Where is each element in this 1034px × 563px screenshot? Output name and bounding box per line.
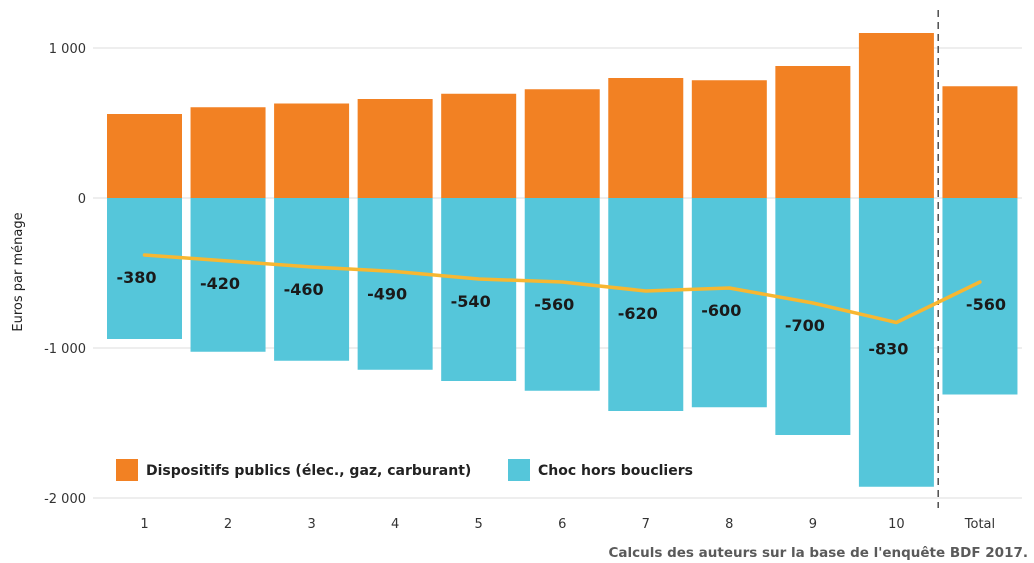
bar-dispositifs-5 <box>441 93 517 198</box>
bar-choc-4 <box>357 198 433 370</box>
y-tick-label: 0 <box>78 192 86 207</box>
bar-choc-Total <box>942 198 1018 395</box>
x-tick-label: 3 <box>307 517 315 532</box>
bar-choc-1 <box>107 198 182 339</box>
bar-choc-9 <box>775 198 851 435</box>
bar-dispositifs-6 <box>524 89 600 198</box>
x-tick-labels: 1 2 3 4 5 6 7 8 9 10 Total <box>140 517 995 532</box>
x-tick-label: 10 <box>888 517 905 532</box>
bar-dispositifs-4 <box>357 99 433 198</box>
data-label-1: -380 <box>116 268 156 287</box>
bar-dispositifs-Total <box>942 86 1018 198</box>
y-axis-label: Euros par ménage <box>11 212 26 331</box>
bar-choc-10 <box>858 198 934 487</box>
bar-choc-7 <box>608 198 684 411</box>
legend: Dispositifs publics (élec., gaz, carbura… <box>116 459 693 481</box>
bar-choc-5 <box>441 198 517 381</box>
legend-swatch-dispositifs <box>116 459 138 481</box>
y-tick-label: -1 000 <box>44 342 86 357</box>
legend-swatch-choc <box>508 459 530 481</box>
negative-bars <box>107 198 1018 487</box>
bar-dispositifs-3 <box>274 103 350 198</box>
data-label-9: -700 <box>785 316 825 335</box>
x-tick-label: 7 <box>642 517 650 532</box>
bar-choc-8 <box>691 198 767 408</box>
y-tick-labels: -2 000 -1 000 0 1 000 <box>44 42 86 507</box>
bar-choc-3 <box>274 198 350 361</box>
legend-label-dispositifs: Dispositifs publics (élec., gaz, carbura… <box>146 463 471 479</box>
data-label-6: -560 <box>534 295 574 314</box>
y-tick-label: -2 000 <box>44 492 86 507</box>
x-tick-label: 2 <box>224 517 232 532</box>
legend-label-choc: Choc hors boucliers <box>538 463 693 479</box>
data-label-5: -540 <box>451 292 491 311</box>
positive-bars <box>107 33 1018 198</box>
x-tick-label: 6 <box>558 517 566 532</box>
data-label-8: -600 <box>701 301 741 320</box>
net-series-line <box>142 253 982 325</box>
x-tick-label: 5 <box>475 517 483 532</box>
x-tick-label: 1 <box>140 517 148 532</box>
source-note: Calculs des auteurs sur la base de l'enq… <box>608 545 1028 561</box>
x-tick-label: 9 <box>809 517 817 532</box>
bar-dispositifs-2 <box>190 107 266 198</box>
x-tick-label: 8 <box>725 517 733 532</box>
x-tick-label: Total <box>964 517 995 532</box>
data-label-7: -620 <box>618 304 658 323</box>
bar-choc-6 <box>524 198 600 391</box>
data-label-3: -460 <box>284 280 324 299</box>
data-label-2: -420 <box>200 274 240 293</box>
bar-dispositifs-9 <box>775 66 851 198</box>
data-labels: -380 -420 -460 -490 -540 -560 -620 -600 -700 -830… <box>116 268 1006 359</box>
data-label-Total: -560 <box>966 295 1006 314</box>
bar-dispositifs-7 <box>608 78 684 198</box>
y-tick-label: 1 000 <box>49 42 86 57</box>
bar-choc-2 <box>190 198 266 352</box>
bar-dispositifs-10 <box>858 33 934 198</box>
data-label-4: -490 <box>367 285 407 304</box>
net-line <box>142 253 982 325</box>
x-tick-label: 4 <box>391 517 399 532</box>
bar-dispositifs-8 <box>691 80 767 198</box>
bar-dispositifs-1 <box>107 114 182 198</box>
data-label-10: -830 <box>868 340 908 359</box>
